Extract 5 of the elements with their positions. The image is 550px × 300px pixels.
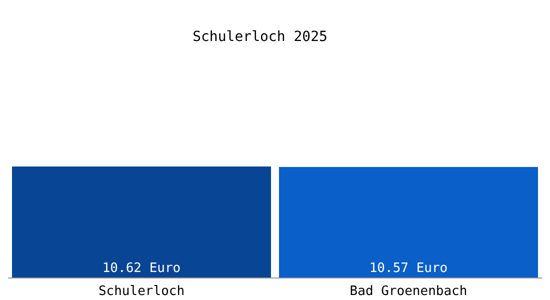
data-label: 10.62 Euro <box>102 261 181 276</box>
chart-title: Schulerloch 2025 <box>192 29 328 45</box>
x-tick-label: Schulerloch <box>98 284 185 300</box>
x-tick-label: Bad Groenenbach <box>350 284 468 300</box>
data-label: 10.57 Euro <box>369 261 448 276</box>
